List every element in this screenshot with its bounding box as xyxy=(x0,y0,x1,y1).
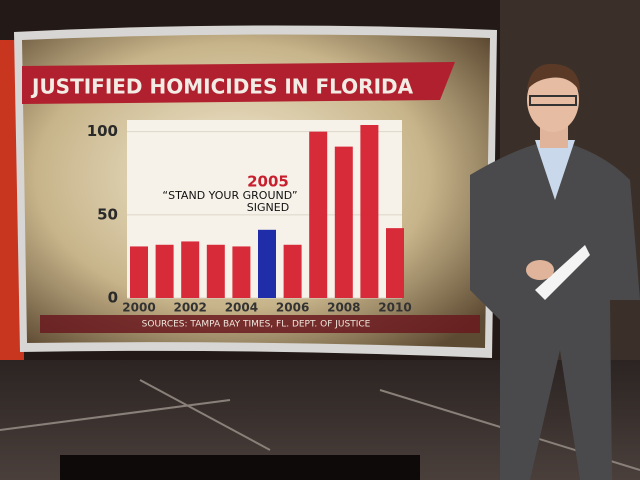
x-tick-label: 2010 xyxy=(378,301,411,315)
x-tick-label: 2000 xyxy=(122,301,155,315)
y-tick-label: 100 xyxy=(87,122,118,140)
bar xyxy=(334,146,353,298)
annotation-text: SIGNED xyxy=(247,201,289,214)
y-tick-label: 0 xyxy=(108,289,118,307)
presenter xyxy=(470,63,640,480)
y-tick-label: 50 xyxy=(97,205,118,223)
bar xyxy=(206,244,225,298)
bar xyxy=(309,131,328,298)
bar xyxy=(130,246,148,298)
x-tick-label: 2002 xyxy=(173,301,206,315)
chart-title: JUSTIFIED HOMICIDES IN FLORIDA xyxy=(30,75,414,99)
desk-edge xyxy=(60,455,420,480)
bar xyxy=(258,229,276,298)
bar xyxy=(360,124,379,298)
annotation-text: “STAND YOUR GROUND” xyxy=(162,189,297,202)
bar xyxy=(232,246,251,298)
bar xyxy=(181,241,200,298)
title-banner xyxy=(22,62,455,104)
bar xyxy=(155,244,174,298)
bar xyxy=(386,228,404,298)
x-tick-label: 2006 xyxy=(276,301,309,315)
x-tick-label: 2008 xyxy=(327,301,360,315)
bar xyxy=(283,244,302,298)
annotation-year: 2005 xyxy=(247,173,289,191)
chart: 0 50 100 2000 2002 2004 2006 2008 2010 xyxy=(87,122,412,314)
x-tick-label: 2004 xyxy=(225,301,258,315)
source: SOURCES: TAMPA BAY TIMES, FL. DEPT. OF J… xyxy=(142,320,371,330)
source-band xyxy=(40,315,480,333)
